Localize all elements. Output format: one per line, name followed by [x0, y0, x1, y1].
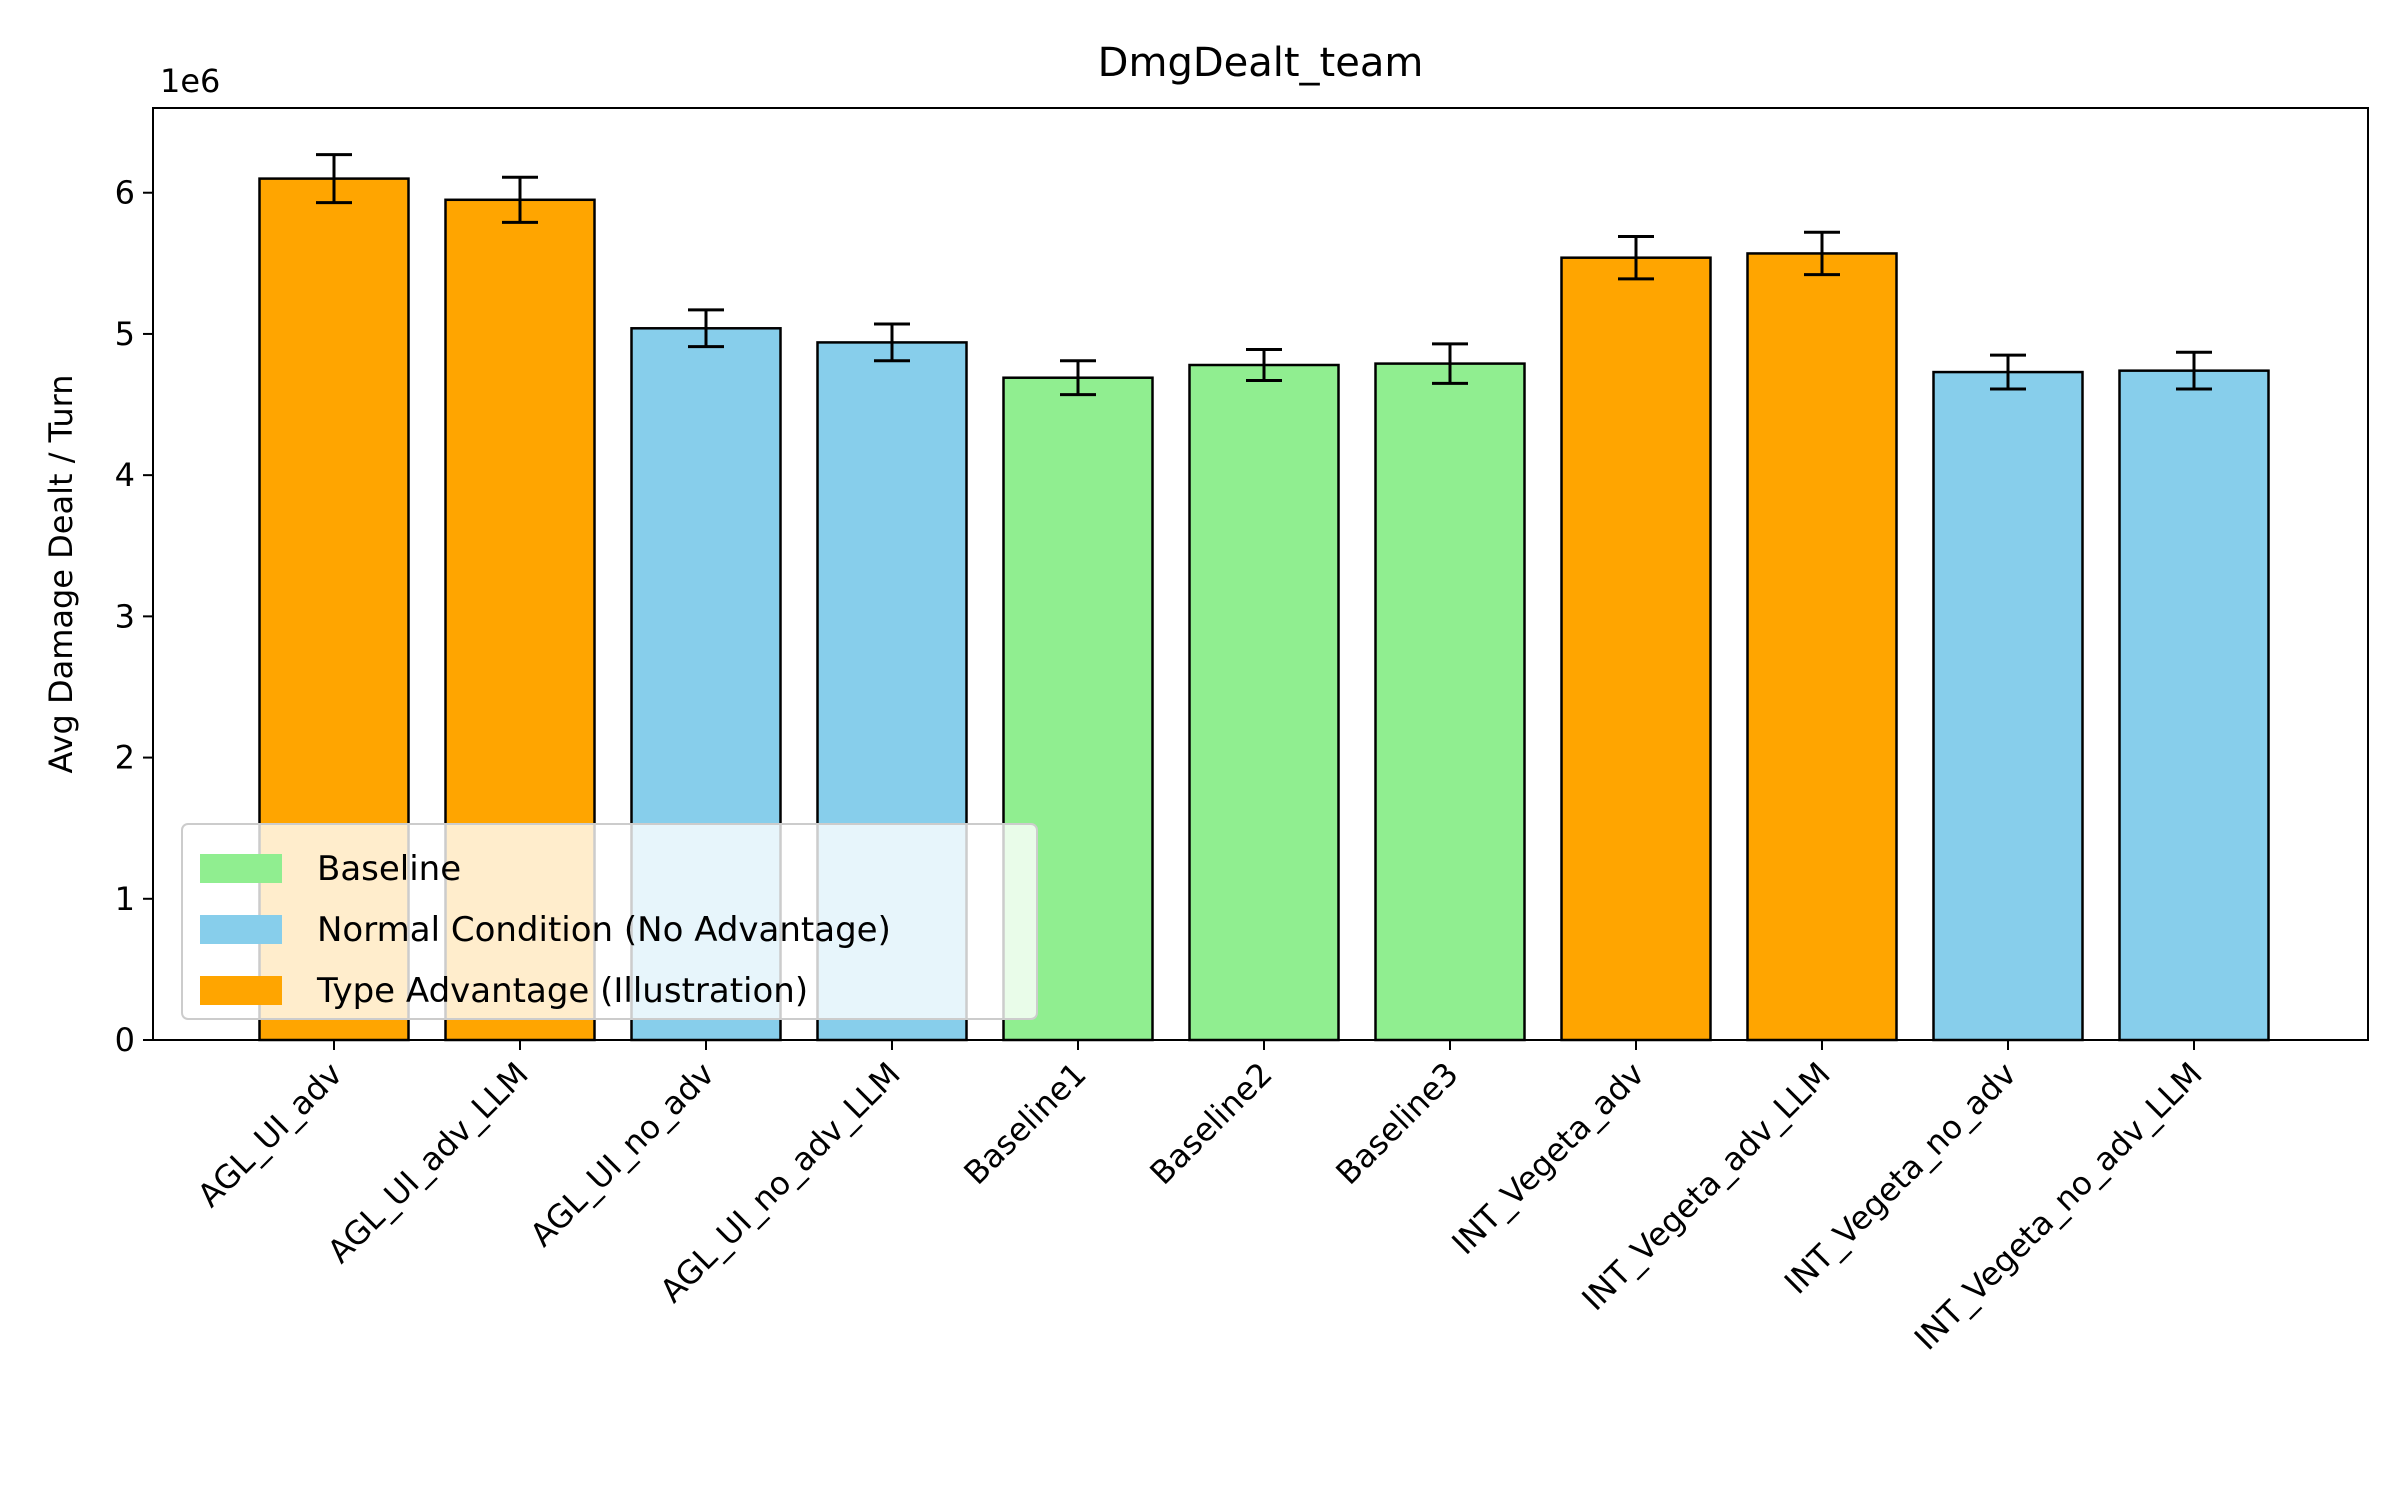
y-tick-label: 2: [115, 739, 135, 777]
plot-frame: [152, 107, 2369, 1041]
y-axis-label: Avg Damage Dealt / Turn: [42, 375, 80, 774]
y-tick-label: 5: [115, 315, 135, 353]
legend-swatch: [200, 915, 282, 944]
bar-INT_Vegeta_no_adv: [1932, 370, 2084, 1042]
error-bar-Baseline2: [1246, 347, 1282, 383]
y-tick-label: 0: [115, 1021, 135, 1059]
bar-Baseline2: [1188, 363, 1340, 1042]
error-bar-INT_Vegeta_adv: [1618, 235, 1654, 281]
legend-label: Normal Condition (No Advantage): [317, 910, 891, 950]
legend-swatch: [200, 976, 282, 1005]
legend-box: [181, 823, 1038, 1020]
legend-swatch: [200, 854, 282, 883]
error-bar-INT_Vegeta_no_adv_LLM: [2176, 350, 2212, 391]
y-axis: 0 1 2 3 4 5 6: [115, 174, 153, 1059]
chart-title: DmgDealt_team: [1098, 40, 1424, 86]
legend-label: Type Advantage (Illustration): [316, 971, 808, 1011]
error-bar-INT_Vegeta_no_adv: [1990, 353, 2026, 391]
error-bar-AGL_UI_adv_LLM: [502, 175, 538, 224]
bar-INT_Vegeta_no_adv_LLM: [2118, 369, 2270, 1042]
y-tick-label: 4: [115, 456, 135, 494]
bar-INT_Vegeta_adv: [1560, 256, 1712, 1042]
error-bar-AGL_UI_adv: [316, 153, 352, 205]
error-bar-AGL_UI_no_adv: [688, 308, 724, 349]
legend-item: Baseline: [200, 849, 461, 889]
error-bar-INT_Vegeta_adv_LLM: [1804, 230, 1840, 277]
y-tick-label: 1: [115, 880, 135, 918]
error-bar-Baseline3: [1432, 342, 1468, 385]
error-bars-layer: [316, 153, 2212, 397]
error-bar-Baseline1: [1060, 359, 1096, 397]
bar-INT_Vegeta_adv_LLM: [1746, 252, 1898, 1042]
legend-item: Normal Condition (No Advantage): [200, 910, 891, 950]
y-tick-label: 3: [115, 597, 135, 635]
y-axis-offset-text: 1e6: [160, 62, 220, 100]
legend-item: Type Advantage (Illustration): [200, 971, 808, 1011]
error-bar-AGL_UI_no_adv_LLM: [874, 322, 910, 363]
legend-label: Baseline: [317, 849, 461, 889]
bar-Baseline3: [1374, 362, 1526, 1042]
legend: Baseline Normal Condition (No Advantage) T…: [181, 823, 1038, 1020]
y-tick-label: 6: [115, 174, 135, 212]
